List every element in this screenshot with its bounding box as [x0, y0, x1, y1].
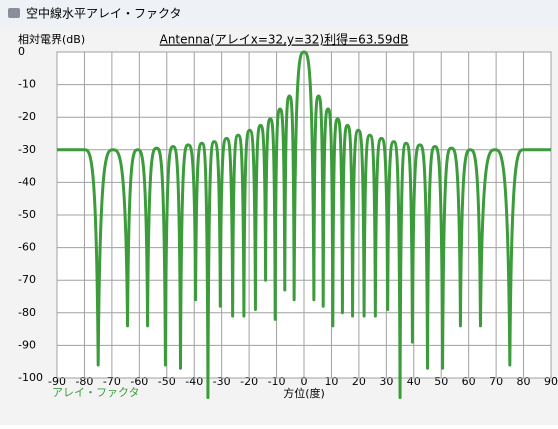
- y-tick-label: -90: [18, 338, 36, 351]
- x-axis-label: 方位(度): [283, 386, 325, 400]
- x-tick-label: 10: [324, 375, 338, 388]
- x-tick-label: 50: [434, 375, 448, 388]
- x-tick-label: 70: [489, 375, 503, 388]
- y-tick-label: -100: [18, 371, 43, 384]
- x-tick-label: -30: [213, 375, 231, 388]
- y-tick-label: -10: [18, 78, 36, 91]
- window-title: 空中線水平アレイ・ファクタ: [26, 6, 182, 21]
- y-tick-label: 0: [18, 45, 25, 58]
- y-tick-label: -70: [18, 273, 36, 286]
- x-tick-label: 80: [517, 375, 531, 388]
- title-bar: [0, 0, 558, 28]
- x-tick-label: 20: [352, 375, 366, 388]
- x-tick-label: 30: [379, 375, 393, 388]
- x-tick-label: 90: [544, 375, 558, 388]
- y-tick-label: -80: [18, 306, 36, 319]
- y-tick-label: -30: [18, 143, 36, 156]
- chart-title: Antenna(アレイx=32,y=32)利得=63.59dB: [160, 32, 409, 47]
- x-tick-label: -40: [185, 375, 203, 388]
- y-tick-label: -20: [18, 110, 36, 123]
- legend-entry: アレイ・ファクタ: [52, 386, 140, 399]
- x-tick-label: 40: [407, 375, 421, 388]
- app-icon: [8, 8, 20, 18]
- x-tick-label: 0: [301, 375, 308, 388]
- y-axis-label: 相対電界(dB): [18, 32, 85, 46]
- x-tick-label: 60: [462, 375, 476, 388]
- x-tick-label: -20: [240, 375, 258, 388]
- x-tick-label: -50: [158, 375, 176, 388]
- x-tick-label: -10: [268, 375, 286, 388]
- series-line: [57, 50, 551, 400]
- y-tick-label: -50: [18, 208, 36, 221]
- y-tick-label: -40: [18, 175, 36, 188]
- y-tick-label: -60: [18, 241, 36, 254]
